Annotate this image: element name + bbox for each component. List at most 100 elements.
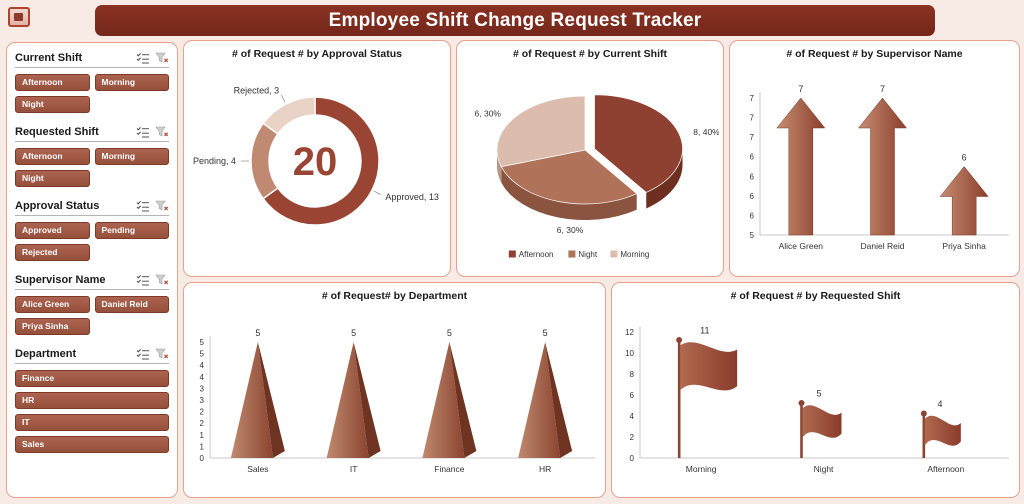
svg-text:4: 4 bbox=[200, 361, 205, 370]
slicer-item-finance[interactable]: Finance bbox=[15, 370, 169, 387]
chart-title: # of Request# by Department bbox=[321, 290, 468, 302]
slicer-item-daniel-reid[interactable]: Daniel Reid bbox=[94, 296, 169, 313]
svg-text:0: 0 bbox=[200, 454, 205, 463]
slicer-item-approved[interactable]: Approved bbox=[15, 222, 90, 239]
svg-text:Finance: Finance bbox=[434, 464, 465, 474]
slicer-title: Supervisor Name bbox=[15, 274, 106, 286]
app-logo-icon bbox=[8, 7, 30, 27]
slicer-item-morning[interactable]: Morning bbox=[94, 148, 169, 165]
svg-text:1: 1 bbox=[200, 431, 205, 440]
svg-text:6: 6 bbox=[750, 192, 755, 201]
svg-text:6: 6 bbox=[962, 153, 967, 163]
svg-text:Alice Green: Alice Green bbox=[779, 241, 824, 251]
svg-text:Pending, 4: Pending, 4 bbox=[193, 156, 236, 166]
chart-panel-supervisor: # of Request # by Supervisor Name 7 7 7 6 6 6… bbox=[729, 40, 1020, 277]
slicer-item-morning[interactable]: Morning bbox=[94, 74, 169, 91]
svg-text:Daniel Reid: Daniel Reid bbox=[861, 241, 905, 251]
slicer-item-hr[interactable]: HR bbox=[15, 392, 169, 409]
svg-text:Morning: Morning bbox=[620, 250, 649, 259]
slicer-item-rejected[interactable]: Rejected bbox=[15, 244, 90, 261]
slicer-current-shift: Current Shift Afternoon Morning Night bbox=[15, 52, 169, 113]
svg-text:4: 4 bbox=[630, 412, 635, 421]
svg-text:Night: Night bbox=[814, 464, 834, 474]
svg-text:5: 5 bbox=[817, 389, 822, 399]
svg-text:6, 30%: 6, 30% bbox=[475, 109, 502, 119]
slicer-item-afternoon[interactable]: Afternoon bbox=[15, 74, 90, 91]
svg-text:5: 5 bbox=[255, 328, 260, 338]
svg-text:5: 5 bbox=[200, 338, 205, 347]
slicer-item-alice-green[interactable]: Alice Green bbox=[15, 296, 90, 313]
multi-select-icon[interactable] bbox=[136, 348, 150, 360]
svg-text:12: 12 bbox=[625, 328, 634, 337]
clear-filter-icon[interactable] bbox=[155, 126, 169, 138]
svg-text:0: 0 bbox=[630, 454, 635, 463]
slicer-item-it[interactable]: IT bbox=[15, 414, 169, 431]
svg-text:7: 7 bbox=[750, 114, 755, 123]
svg-text:Priya Sinha: Priya Sinha bbox=[942, 241, 986, 251]
multi-select-icon[interactable] bbox=[136, 200, 150, 212]
svg-text:2: 2 bbox=[200, 408, 205, 417]
svg-text:Rejected, 3: Rejected, 3 bbox=[234, 86, 280, 96]
svg-text:6: 6 bbox=[750, 153, 755, 162]
chart-title: # of Request # by Requested Shift bbox=[730, 290, 901, 302]
svg-text:HR: HR bbox=[539, 464, 551, 474]
svg-text:20: 20 bbox=[293, 140, 338, 184]
svg-text:8: 8 bbox=[630, 370, 635, 379]
clear-filter-icon[interactable] bbox=[155, 274, 169, 286]
pyramid-chart-department: 5 5 4 4 3 3 2 2 1 1 0 5 Sales 5 IT 5 Finance 5 HR bbox=[200, 328, 595, 474]
svg-text:4: 4 bbox=[200, 373, 205, 382]
chart-panel-requested-shift: # of Request # by Requested Shift 12 10 8 6… bbox=[611, 282, 1020, 498]
svg-text:10: 10 bbox=[625, 349, 634, 358]
chart-panel-current-shift: # of Request # by Current Shift 8, 40% 6,… bbox=[456, 40, 724, 277]
svg-text:11: 11 bbox=[700, 326, 709, 336]
donut-chart-approval-status: Approved, 13 Pending, 4 Rejected, 3 20 bbox=[193, 86, 439, 226]
svg-text:3: 3 bbox=[200, 384, 205, 393]
slicer-item-pending[interactable]: Pending bbox=[94, 222, 169, 239]
multi-select-icon[interactable] bbox=[136, 274, 150, 286]
svg-text:2: 2 bbox=[630, 433, 635, 442]
multi-select-icon[interactable] bbox=[136, 52, 150, 64]
slicer-supervisor-name: Supervisor Name Alice Green Daniel Reid Pri… bbox=[15, 274, 169, 335]
flag-chart-requested-shift: 12 10 8 6 4 2 0 11 Morning 5 Night 4 Afternoon bbox=[625, 326, 1009, 474]
slicer-requested-shift: Requested Shift Afternoon Morning Night bbox=[15, 126, 169, 187]
svg-text:6: 6 bbox=[750, 172, 755, 181]
svg-text:6, 30%: 6, 30% bbox=[557, 225, 584, 235]
slicer-department: Department Finance HR IT Sales bbox=[15, 348, 169, 453]
clear-filter-icon[interactable] bbox=[155, 348, 169, 360]
pie-chart-current-shift: 8, 40% 6, 30% 6, 30% Afternoon Night Morning bbox=[475, 94, 720, 259]
svg-text:5: 5 bbox=[543, 328, 548, 338]
svg-text:7: 7 bbox=[798, 84, 803, 94]
svg-text:Morning: Morning bbox=[686, 464, 717, 474]
svg-text:8, 40%: 8, 40% bbox=[693, 127, 719, 137]
slicer-item-night[interactable]: Night bbox=[15, 96, 90, 113]
dashboard-title: Employee Shift Change Request Tracker bbox=[95, 5, 935, 36]
svg-text:2: 2 bbox=[200, 419, 205, 428]
multi-select-icon[interactable] bbox=[136, 126, 150, 138]
slicer-title: Requested Shift bbox=[15, 126, 99, 138]
svg-text:6: 6 bbox=[750, 211, 755, 220]
slicer-item-sales[interactable]: Sales bbox=[15, 436, 169, 453]
svg-text:Night: Night bbox=[578, 250, 597, 259]
slicer-title: Approval Status bbox=[15, 200, 100, 212]
svg-text:7: 7 bbox=[750, 133, 755, 142]
slicer-title: Current Shift bbox=[15, 52, 83, 64]
svg-text:5: 5 bbox=[447, 328, 452, 338]
slicer-item-night[interactable]: Night bbox=[15, 170, 90, 187]
slicer-item-afternoon[interactable]: Afternoon bbox=[15, 148, 90, 165]
clear-filter-icon[interactable] bbox=[155, 200, 169, 212]
svg-text:5: 5 bbox=[351, 328, 356, 338]
clear-filter-icon[interactable] bbox=[155, 52, 169, 64]
chart-title: # of Request # by Current Shift bbox=[512, 48, 668, 60]
svg-text:6: 6 bbox=[630, 391, 635, 400]
svg-text:5: 5 bbox=[200, 350, 205, 359]
chart-title: # of Request # by Approval Status bbox=[232, 48, 402, 60]
svg-text:4: 4 bbox=[938, 399, 943, 409]
svg-text:7: 7 bbox=[880, 84, 885, 94]
slicer-item-priya-sinha[interactable]: Priya Sinha bbox=[15, 318, 90, 335]
svg-text:Afternoon: Afternoon bbox=[927, 464, 964, 474]
slicer-approval-status: Approval Status Approved Pending Rejected bbox=[15, 200, 169, 261]
arrow-chart-supervisor: 7 7 7 6 6 6 6 5 7 Alice Green 7 Daniel Reid 6 Priya S… bbox=[750, 84, 1009, 251]
svg-text:Approved, 13: Approved, 13 bbox=[385, 192, 439, 202]
